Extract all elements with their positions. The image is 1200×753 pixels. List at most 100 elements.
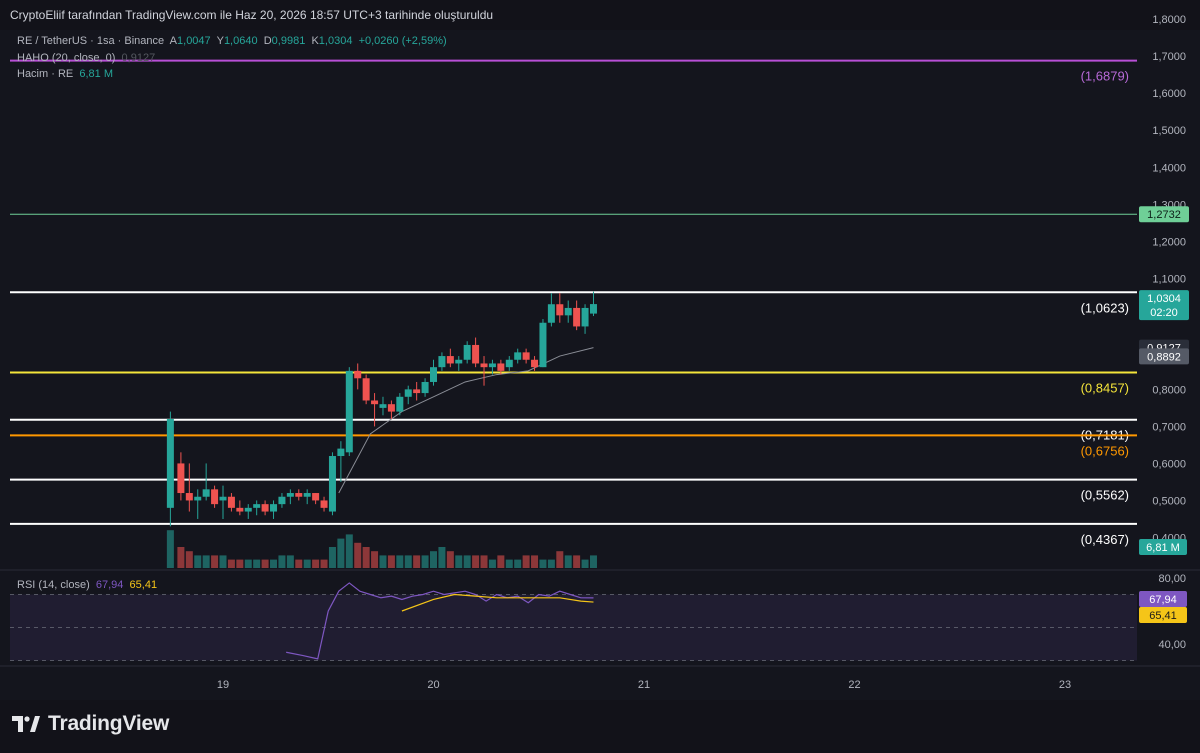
rsi-value: 67,94 — [95, 579, 124, 591]
candle-body — [581, 307, 589, 327]
candle-body — [446, 356, 454, 364]
price-tick-label: 1,6000 — [1152, 88, 1186, 100]
candle — [185, 463, 193, 512]
ma-value: 0,9127 — [121, 52, 156, 64]
volume-bar — [371, 551, 379, 568]
volume-bar — [522, 555, 530, 568]
volume-bar — [312, 559, 320, 568]
price-tick-label: 1,7000 — [1152, 51, 1186, 63]
time-tick-label: 21 — [638, 679, 650, 691]
open-label: A — [169, 35, 178, 47]
candle — [488, 359, 496, 375]
volume-bar — [556, 551, 564, 568]
candle-body — [497, 363, 505, 371]
candle — [589, 291, 597, 317]
candle — [556, 293, 564, 323]
candle — [303, 489, 311, 505]
candle-body — [522, 352, 530, 360]
candle-body — [354, 370, 362, 379]
candle — [455, 356, 463, 371]
volume-bar — [270, 559, 278, 568]
volume-bar — [379, 555, 387, 568]
rsi-badge-label: 65,41 — [1149, 610, 1177, 622]
change-value: +0,0260 (+2,59%) — [358, 35, 447, 47]
volume-bar — [337, 538, 345, 568]
candle-body — [270, 504, 278, 512]
candle-body — [303, 493, 311, 497]
volume-legend[interactable]: Hacim · RE 6,81 M — [17, 68, 113, 80]
volume-value: 6,81 M — [79, 68, 113, 80]
volume-bar — [286, 555, 294, 568]
candle — [446, 348, 454, 368]
rsi-tick-label: 40,00 — [1158, 639, 1186, 651]
candle-body — [488, 363, 496, 368]
ma-legend[interactable]: HAHO (20, close, 0) 0,9127 — [17, 52, 155, 64]
candle-body — [514, 352, 522, 360]
time-tick-label: 19 — [217, 679, 229, 691]
candle — [286, 489, 294, 505]
candle — [177, 452, 185, 501]
candle-body — [166, 418, 174, 508]
time-tick-label: 20 — [427, 679, 439, 691]
time-tick-label: 23 — [1059, 679, 1071, 691]
price-tick-label: 0,7000 — [1152, 421, 1186, 433]
candle-body — [455, 359, 463, 364]
candle — [497, 359, 505, 375]
volume-bar — [387, 555, 395, 568]
candle-body — [194, 496, 202, 501]
time-tick-label: 22 — [848, 679, 860, 691]
candle — [505, 356, 513, 371]
volume-bar — [236, 559, 244, 568]
volume-bar — [194, 555, 202, 568]
volume-bar — [497, 555, 505, 568]
volume-bar — [253, 559, 261, 568]
candle — [194, 489, 202, 519]
volume-bar — [413, 555, 421, 568]
candle — [371, 393, 379, 427]
candle-body — [505, 359, 513, 368]
candle-body — [362, 378, 370, 401]
volume-bar — [463, 555, 471, 568]
candle — [387, 400, 395, 419]
price-tick-label: 0,5000 — [1152, 495, 1186, 507]
candle — [312, 493, 320, 505]
volume-bar — [345, 534, 353, 568]
candle-body — [531, 359, 539, 368]
volume-bar — [547, 559, 555, 568]
symbol-legend[interactable]: RE / TetherUS · 1sa · Binance A1,0047 Y1… — [17, 35, 447, 47]
ma-label[interactable]: HAHO (20, close, 0) — [17, 52, 116, 64]
tradingview-logo[interactable]: TradingView — [12, 712, 169, 736]
volume-bar — [177, 547, 185, 568]
volume-bar — [455, 555, 463, 568]
candle-body — [261, 504, 269, 512]
volume-badge-label: 6,81 M — [1146, 542, 1180, 554]
rsi-legend[interactable]: RSI (14, close) 67,94 65,41 — [17, 579, 157, 591]
candle — [244, 504, 252, 519]
candle-body — [328, 456, 336, 512]
volume-bar — [505, 559, 513, 568]
level-label: (0,8457) — [1081, 380, 1129, 395]
candle — [413, 381, 421, 401]
rsi-line — [286, 582, 594, 660]
chart-area[interactable]: 1,80001,70001,60001,50001,40001,30001,20… — [0, 0, 1200, 700]
candle — [539, 319, 547, 368]
candle — [253, 500, 261, 516]
candle-body — [202, 489, 210, 497]
candle — [564, 300, 572, 323]
candle-body — [371, 400, 379, 405]
volume-bar — [573, 555, 581, 568]
volume-bar — [362, 547, 370, 568]
candle — [581, 304, 589, 334]
volume-label[interactable]: Hacim · RE — [17, 68, 74, 80]
symbol-label[interactable]: RE / TetherUS · 1sa · Binance — [17, 35, 165, 47]
close-label: K — [311, 35, 319, 47]
volume-bar — [438, 547, 446, 568]
candle — [480, 356, 488, 386]
ma-line — [338, 347, 594, 494]
candle-body — [564, 307, 572, 316]
volume-badge — [1139, 539, 1187, 555]
price-tick-label: 1,8000 — [1152, 14, 1186, 26]
rsi-label[interactable]: RSI (14, close) — [17, 579, 90, 591]
level-label: (0,4367) — [1081, 532, 1129, 547]
price-badge-label: 1,0304 — [1147, 293, 1181, 305]
